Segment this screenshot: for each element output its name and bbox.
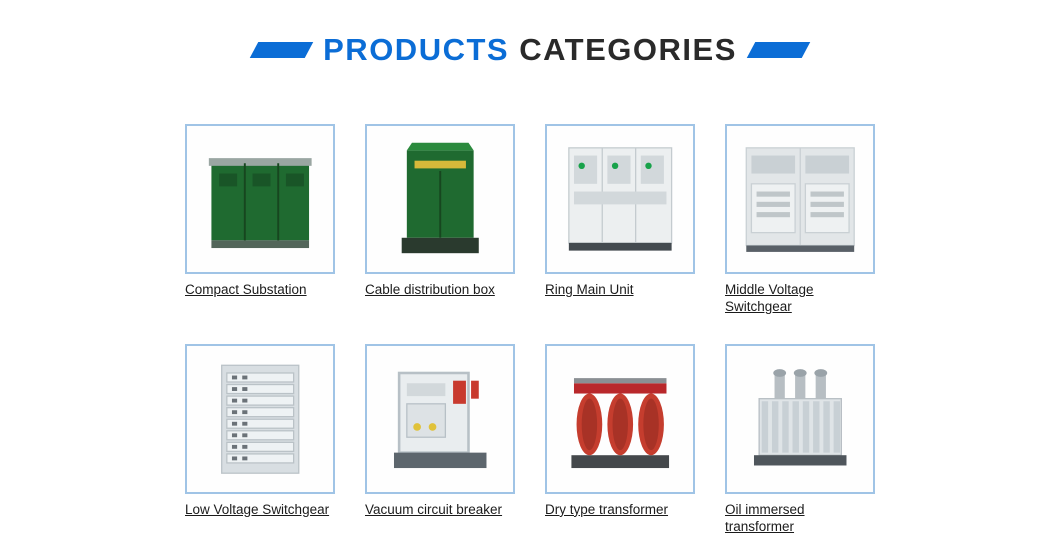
product-label-link[interactable]: Ring Main Unit — [545, 282, 634, 299]
compact-substation-icon — [196, 135, 324, 263]
accent-bar-left — [250, 42, 314, 58]
product-label-link[interactable]: Compact Substation — [185, 282, 307, 299]
product-card[interactable]: Low Voltage Switchgear — [185, 344, 335, 536]
title-part2: Categories — [519, 32, 737, 67]
product-card[interactable]: Ring Main Unit — [545, 124, 695, 316]
ring-main-unit-icon — [556, 135, 684, 263]
product-card[interactable]: Compact Substation — [185, 124, 335, 316]
page-title: Products Categories — [323, 32, 737, 68]
product-thumb[interactable] — [725, 124, 875, 274]
product-card[interactable]: Vacuum circuit breaker — [365, 344, 515, 536]
product-thumb[interactable] — [185, 344, 335, 494]
product-thumb[interactable] — [545, 124, 695, 274]
product-thumb[interactable] — [365, 344, 515, 494]
product-label-link[interactable]: Middle Voltage Switchgear — [725, 282, 875, 316]
dry-type-transformer-icon — [556, 355, 684, 483]
product-label-link[interactable]: Cable distribution box — [365, 282, 495, 299]
product-thumb[interactable] — [545, 344, 695, 494]
product-label-link[interactable]: Oil immersed transformer — [725, 502, 875, 536]
product-card[interactable]: Oil immersed transformer — [725, 344, 875, 536]
product-grid: Compact Substation Cable distribution bo… — [0, 82, 1060, 536]
lv-switchgear-icon — [196, 355, 324, 483]
title-part1: Products — [323, 32, 509, 67]
product-label-link[interactable]: Low Voltage Switchgear — [185, 502, 329, 519]
cable-distribution-box-icon — [376, 135, 504, 263]
product-thumb[interactable] — [725, 344, 875, 494]
product-thumb[interactable] — [365, 124, 515, 274]
product-card[interactable]: Dry type transformer — [545, 344, 695, 536]
vacuum-circuit-breaker-icon — [376, 355, 504, 483]
mv-switchgear-icon — [736, 135, 864, 263]
accent-bar-right — [747, 42, 811, 58]
product-thumb[interactable] — [185, 124, 335, 274]
product-card[interactable]: Cable distribution box — [365, 124, 515, 316]
header: Products Categories — [0, 0, 1060, 82]
product-label-link[interactable]: Vacuum circuit breaker — [365, 502, 502, 519]
oil-immersed-transformer-icon — [736, 355, 864, 483]
product-card[interactable]: Middle Voltage Switchgear — [725, 124, 875, 316]
product-label-link[interactable]: Dry type transformer — [545, 502, 668, 519]
